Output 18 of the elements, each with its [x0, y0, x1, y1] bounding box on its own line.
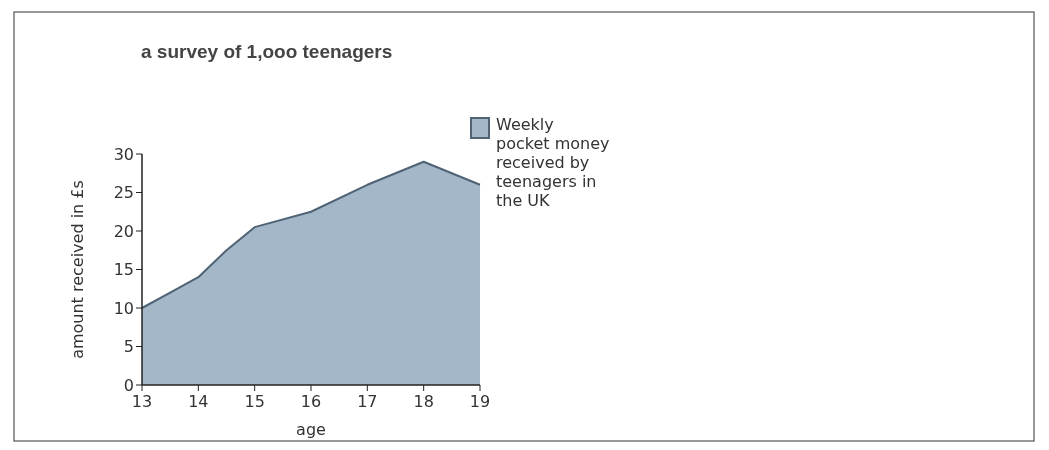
- y-tick-label: 25: [113, 183, 134, 203]
- x-tick-label: 18: [413, 392, 434, 411]
- x-tick-label: 13: [131, 392, 153, 411]
- y-axis-title: amount received in £s: [68, 180, 87, 359]
- chart-title: a survey of 1,ooo teenagers: [141, 41, 393, 62]
- x-tick-label: 16: [300, 392, 322, 411]
- x-tick-label: 14: [188, 392, 209, 411]
- y-tick-label: 5: [123, 337, 134, 357]
- y-tick-label: 0: [123, 375, 134, 395]
- x-tick-label: 17: [357, 392, 378, 411]
- y-tick-label: 10: [113, 298, 134, 318]
- x-tick-label: 19: [469, 392, 491, 411]
- y-tick-label: 15: [113, 260, 134, 280]
- y-tick-label: 30: [113, 144, 134, 164]
- x-tick-label: 15: [244, 392, 265, 411]
- x-axis-title: age: [296, 420, 326, 439]
- legend-label: Weekly pocket money received by teenagers in the UK: [496, 115, 610, 210]
- y-tick-label: 20: [113, 221, 134, 241]
